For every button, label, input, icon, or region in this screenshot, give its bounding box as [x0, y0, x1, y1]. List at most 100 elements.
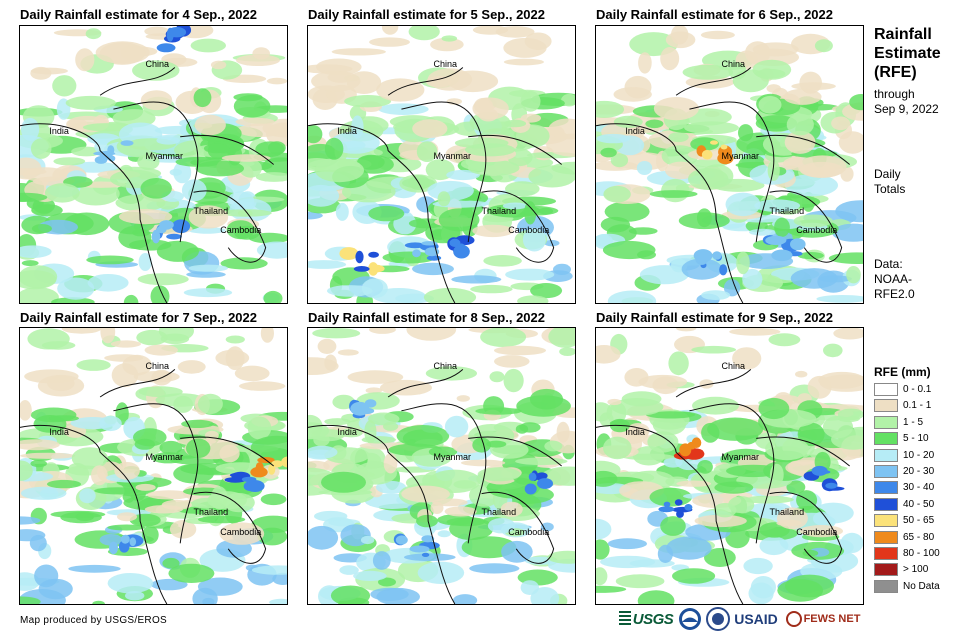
country-label-thailand: Thailand	[481, 507, 517, 518]
legend-item: No Data	[874, 579, 940, 594]
legend-item: 30 - 40	[874, 480, 934, 495]
country-label-myanmar: Myanmar	[721, 150, 759, 161]
legend-swatch	[874, 415, 898, 429]
legend-swatch	[874, 497, 898, 511]
legend-label: > 100	[903, 564, 929, 576]
rainfall-field	[308, 26, 575, 303]
rainfall-map-4: China India Myanmar Thailand Cambodia	[19, 327, 288, 605]
legend-swatch	[874, 530, 898, 544]
fewsnet-logo: FEWS NET	[785, 606, 861, 632]
legend-label: 30 - 40	[903, 482, 935, 494]
country-label-thailand: Thailand	[193, 206, 229, 217]
legend-label: 65 - 80	[903, 531, 935, 543]
country-label-cambodia: Cambodia	[508, 225, 550, 236]
country-label-china: China	[721, 59, 745, 70]
sidebar-data-source-1: NOAA-	[874, 272, 913, 286]
legend-label: 0 - 0.1	[903, 384, 932, 395]
usgs-logo-text: USGS	[632, 610, 674, 628]
legend-item: 40 - 50	[874, 497, 934, 512]
sidebar-data-source-2: RFE2.0	[874, 287, 915, 301]
country-label-china: China	[145, 59, 169, 70]
country-label-thailand: Thailand	[769, 206, 805, 217]
legend-label: 1 - 5	[903, 416, 924, 428]
sidebar-title-line1: Rainfall	[874, 26, 932, 43]
legend-label: No Data	[903, 580, 940, 592]
rainfall-map-1: China India Myanmar Thailand Cambodia	[19, 25, 288, 304]
legend-label: 50 - 65	[903, 515, 935, 527]
legend-item: > 100	[874, 562, 928, 577]
country-label-india: India	[49, 125, 69, 136]
legend-swatch	[874, 448, 898, 462]
rainfall-map-5: China India Myanmar Thailand Cambodia	[307, 327, 576, 605]
panel-title-1: Daily Rainfall estimate for 4 Sep., 2022	[20, 7, 257, 22]
usaid-seal	[705, 606, 731, 632]
legend-label: 10 - 20	[903, 449, 935, 461]
rainfall-map-6: China India Myanmar Thailand Cambodia	[595, 327, 864, 605]
legend-item: 65 - 80	[874, 530, 934, 545]
country-label-china: China	[145, 361, 169, 372]
country-label-india: India	[49, 427, 69, 438]
country-label-china: China	[433, 59, 457, 70]
rainfall-field	[596, 328, 863, 604]
country-label-china: China	[721, 361, 745, 372]
legend-item: 80 - 100	[874, 546, 940, 561]
legend-swatch	[874, 547, 898, 560]
sidebar-through-date: Sep 9, 2022	[874, 102, 939, 116]
legend-swatch	[874, 399, 898, 413]
sidebar-totals: Totals	[874, 182, 906, 196]
legend-label: 20 - 30	[903, 466, 935, 477]
legend-swatch	[874, 563, 898, 577]
legend-item: 10 - 20	[874, 448, 934, 463]
legend-item: 0.1 - 1	[874, 398, 931, 413]
country-label-india: India	[625, 125, 645, 136]
legend-label: 80 - 100	[903, 548, 940, 559]
country-label-cambodia: Cambodia	[220, 526, 262, 537]
country-label-cambodia: Cambodia	[796, 526, 838, 537]
sidebar-through: through	[874, 87, 915, 101]
usaid-logo-text: USAID	[734, 611, 778, 627]
legend-label: 40 - 50	[903, 498, 935, 510]
country-label-cambodia: Cambodia	[508, 526, 550, 537]
country-label-india: India	[337, 427, 357, 438]
legend-label: 5 - 10	[903, 433, 929, 445]
legend-item: 1 - 5	[874, 415, 923, 430]
legend-item: 50 - 65	[874, 513, 934, 528]
country-label-china: China	[433, 361, 457, 372]
sidebar-daily: Daily	[874, 167, 901, 181]
legend-swatch	[874, 514, 898, 528]
country-label-india: India	[625, 427, 645, 438]
usgs-logo: USGS	[617, 606, 675, 632]
rainfall-map-2: China India Myanmar Thailand Cambodia	[307, 25, 576, 304]
usaid-logo: USAID	[731, 606, 781, 632]
legend-swatch	[874, 579, 898, 593]
legend-item: 5 - 10	[874, 431, 929, 446]
rainfall-field	[20, 328, 287, 604]
country-label-india: India	[337, 125, 357, 136]
rainfall-field	[20, 26, 287, 303]
rainfall-map-3: China India Myanmar Thailand Cambodia	[595, 25, 864, 304]
country-label-cambodia: Cambodia	[220, 225, 262, 236]
rainfall-field	[596, 26, 863, 303]
panel-title-6: Daily Rainfall estimate for 9 Sep., 2022	[596, 310, 833, 325]
panel-title-2: Daily Rainfall estimate for 5 Sep., 2022	[308, 7, 545, 22]
legend-swatch	[874, 383, 898, 396]
sidebar-title-line3: (RFE)	[874, 64, 917, 81]
country-label-myanmar: Myanmar	[433, 452, 471, 463]
fewsnet-logo-text: FEWS NET	[803, 613, 861, 625]
legend-swatch	[874, 465, 898, 478]
sidebar-title-line2: Estimate	[874, 45, 941, 62]
legend-swatch	[874, 481, 898, 495]
country-label-myanmar: Myanmar	[721, 452, 759, 463]
rainfall-field	[308, 328, 575, 604]
legend-swatch	[874, 432, 898, 446]
noaa-logo	[677, 606, 703, 632]
legend-item: 0 - 0.1	[874, 382, 931, 397]
map-credit: Map produced by USGS/EROS	[20, 615, 168, 626]
country-label-thailand: Thailand	[481, 206, 517, 217]
legend-label: 0.1 - 1	[903, 400, 932, 412]
sidebar-data-label: Data:	[874, 257, 903, 271]
country-label-myanmar: Myanmar	[145, 452, 183, 463]
legend-title: RFE (mm)	[874, 365, 931, 379]
country-label-cambodia: Cambodia	[796, 225, 838, 236]
panel-title-3: Daily Rainfall estimate for 6 Sep., 2022	[596, 7, 833, 22]
